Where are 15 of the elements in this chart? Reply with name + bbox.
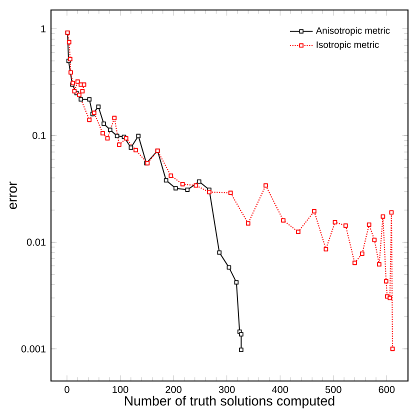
x-tick-label: 200 [166, 386, 182, 394]
x-tick-label: 600 [378, 386, 395, 394]
legend-label: Isotropic metric [316, 41, 379, 50]
x-tick-label: 0 [64, 386, 70, 394]
y-tick-label: 0.001 [21, 345, 46, 352]
x-axis-title: Number of truth solutions computed [124, 396, 334, 408]
y-tick-label: 1 [41, 25, 46, 32]
y-tick-label: 0.01 [26, 238, 46, 246]
legend-label: Anisotropic metric [316, 27, 390, 36]
x-tick-label: 500 [325, 386, 342, 394]
x-tick-label: 400 [272, 386, 288, 394]
x-tick-label: 100 [112, 386, 128, 394]
x-tick-label: 300 [218, 386, 235, 394]
y-tick-label: 0.1 [32, 132, 46, 140]
y-axis-title: error [10, 182, 17, 210]
